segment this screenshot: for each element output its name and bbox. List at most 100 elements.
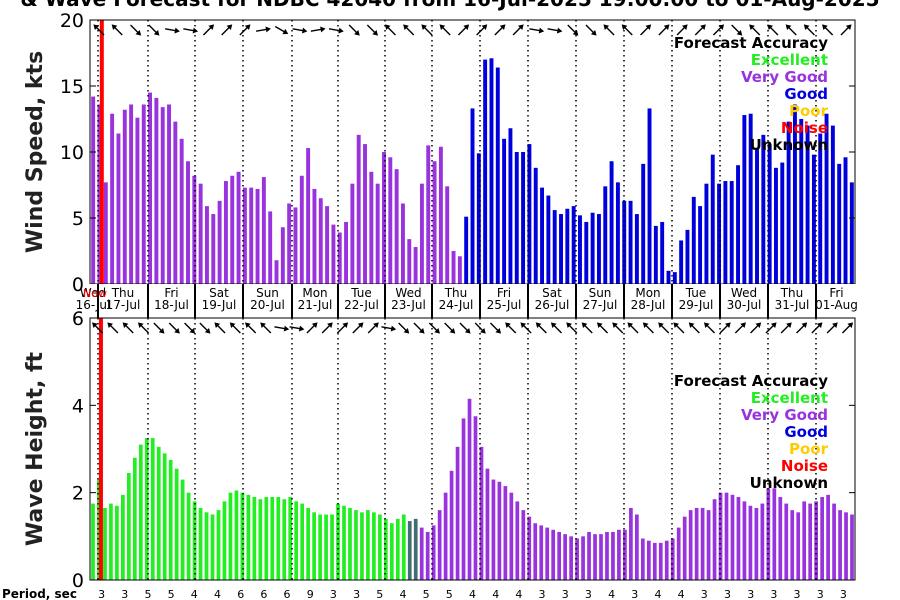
wind-bar	[445, 186, 450, 284]
direction-arrow	[529, 27, 545, 34]
direction-arrow	[550, 322, 563, 334]
wave-bar	[383, 518, 388, 580]
wind-bar	[596, 214, 601, 284]
wind-bar	[799, 119, 804, 284]
direction-arrow	[148, 24, 160, 36]
day-label-dow: Thu	[444, 286, 468, 300]
legend-item: Excellent	[751, 51, 828, 69]
wave-bar	[754, 507, 759, 580]
wave-bar	[676, 527, 681, 580]
wind-bar	[350, 183, 355, 284]
wave-bar	[509, 492, 514, 580]
direction-arrow	[703, 322, 716, 334]
wind-bar	[748, 113, 753, 284]
direction-arrow	[229, 322, 241, 334]
period-value: 3	[353, 588, 360, 600]
legend-item: Very Good	[741, 406, 828, 424]
legend-item: Noise	[781, 119, 828, 137]
direction-arrow	[627, 322, 639, 334]
wind-bar	[571, 206, 576, 284]
legend-item: Good	[784, 85, 828, 103]
direction-arrow	[184, 322, 196, 334]
wave-bar	[808, 503, 813, 580]
wind-bar	[805, 125, 810, 284]
direction-arrow	[765, 322, 777, 334]
direction-arrow	[457, 24, 470, 36]
wave-bar	[216, 510, 221, 580]
wind-bar	[217, 200, 222, 284]
y-tick-label: 15	[60, 76, 84, 98]
direction-arrow	[585, 24, 597, 36]
wave-bar	[132, 457, 137, 580]
wave-bar	[156, 446, 161, 580]
wind-bar	[495, 67, 500, 285]
direction-arrow	[658, 24, 670, 36]
wave-bar	[210, 514, 215, 580]
period-value: 3	[631, 588, 638, 600]
wind-bar	[426, 145, 431, 284]
wind-bar	[653, 225, 658, 284]
direction-arrow	[612, 322, 624, 334]
day-label-date: 17-Jul	[106, 298, 141, 312]
direction-arrow	[476, 24, 488, 36]
wave-bar	[646, 540, 651, 580]
day-label-date: 21-Jul	[298, 298, 333, 312]
wind-bar	[634, 214, 639, 284]
wind-bar	[103, 182, 108, 284]
wind-bar	[780, 162, 785, 284]
direction-arrow	[642, 322, 654, 334]
wind-bar	[464, 216, 469, 284]
direction-arrow	[122, 322, 134, 334]
day-label-dow: Wed	[731, 286, 757, 300]
wave-bar	[366, 510, 370, 580]
wave-bar	[736, 497, 741, 580]
day-label-dow: Sat	[542, 286, 562, 300]
wind-bar	[186, 161, 190, 284]
wind-bar	[160, 107, 165, 285]
direction-arrow	[381, 325, 397, 332]
legend-heading: Forecast Accuracy	[674, 34, 828, 52]
direction-arrow	[183, 27, 199, 34]
wave-bar	[617, 529, 621, 580]
wave-bar	[318, 514, 322, 580]
direction-arrow	[676, 24, 688, 36]
wave-bar	[820, 497, 824, 580]
wind-bar	[546, 195, 551, 284]
wave-bar	[850, 514, 854, 580]
period-value: 3	[770, 588, 777, 600]
wind-bar	[280, 227, 285, 284]
period-value: 3	[701, 588, 708, 600]
wave-bar	[575, 538, 579, 580]
wave-bar	[354, 510, 358, 580]
wave-bar	[635, 514, 639, 580]
wave-bar	[515, 501, 520, 580]
day-label-date: 23-Jul	[391, 298, 426, 312]
wind-bar	[679, 240, 684, 284]
wind-bar	[192, 175, 197, 284]
wind-bar	[698, 206, 703, 284]
wind-bar	[578, 215, 582, 284]
direction-arrow	[292, 27, 308, 34]
wave-bar	[802, 501, 807, 580]
wind-bar	[830, 125, 835, 284]
wind-bar	[666, 270, 671, 284]
y-tick-label: 5	[72, 208, 84, 230]
wave-bar	[545, 527, 550, 580]
wave-bar	[150, 438, 155, 580]
period-value: 6	[237, 588, 244, 600]
wave-bar	[539, 525, 544, 580]
day-label-date: 01-Aug	[815, 298, 858, 312]
period-value: 3	[330, 588, 337, 600]
wave-bar	[240, 492, 245, 580]
direction-arrow	[750, 322, 762, 334]
wave-bar	[712, 499, 717, 580]
direction-arrow	[780, 322, 792, 334]
wind-bar	[198, 183, 203, 284]
direction-arrow	[321, 322, 333, 334]
wave-bar	[724, 492, 729, 580]
wind-bar	[641, 163, 646, 284]
direction-arrow	[413, 322, 425, 334]
wind-bar	[533, 167, 538, 284]
wind-bar	[476, 153, 481, 284]
wind-bar	[774, 167, 778, 284]
